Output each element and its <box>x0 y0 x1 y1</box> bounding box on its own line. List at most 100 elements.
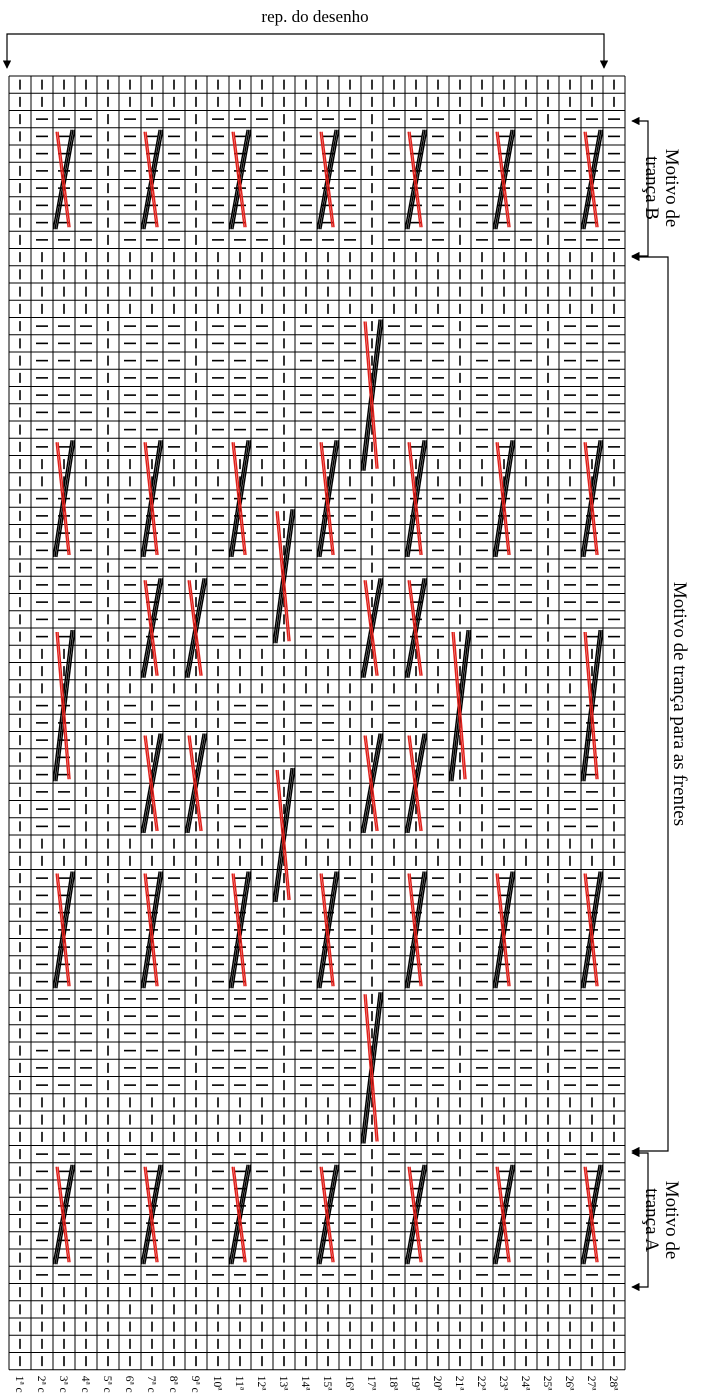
cable-cross <box>316 1164 340 1265</box>
cable-back-strand <box>143 442 157 556</box>
cable-cross <box>360 733 384 834</box>
repeat-label: rep. do desenho <box>261 7 368 26</box>
cable-back-strand <box>409 131 423 228</box>
cable-back-strand <box>145 1166 159 1263</box>
cable-back-strand <box>585 131 599 228</box>
cable-front-strand <box>188 733 208 834</box>
carriage-label: 18ª carr. <box>387 1376 399 1393</box>
carriage-labels: 1ª carr. 2ª carr. 3ª carr. 4ª carr. 5ª carr.… <box>13 1376 619 1393</box>
cable-back-strand <box>585 631 599 780</box>
cable-cross <box>184 733 208 834</box>
carriage-label: 22ª carr. <box>475 1376 487 1393</box>
cable-front-strand <box>408 440 428 558</box>
cable-back-strand <box>145 873 159 987</box>
cable-front-strand <box>320 440 340 558</box>
cable-back-strand <box>365 321 379 469</box>
cable-front-strand <box>408 733 428 834</box>
cable-back-strand <box>187 735 201 832</box>
cable-cross <box>52 129 76 230</box>
cable-front-strand <box>232 440 252 558</box>
cable-back-strand <box>55 442 69 556</box>
cable-cross <box>316 871 340 989</box>
cable-cross <box>404 871 428 989</box>
cable-back-strand <box>55 131 69 228</box>
carriage-label: 11ª carr. <box>233 1376 245 1393</box>
cable-front-strand <box>188 578 208 678</box>
cable-front-strand <box>144 440 164 558</box>
cable-front-strand <box>584 629 604 782</box>
carriage-label: 14ª carr. <box>299 1376 311 1393</box>
cable-front-strand <box>56 1164 76 1265</box>
cable-cross <box>228 1164 252 1265</box>
carriage-label: 7ª carr. <box>145 1376 157 1393</box>
cable-back-strand <box>143 873 157 987</box>
cable-back-strand <box>231 131 245 228</box>
cable-back-strand <box>407 442 421 556</box>
carriage-label: 8ª carr. <box>167 1376 179 1393</box>
cable-front-strand <box>144 129 164 230</box>
cable-back-strand <box>407 873 421 987</box>
cable-back-strand <box>495 131 509 228</box>
cable-back-strand <box>145 580 159 676</box>
cable-front-strand <box>144 733 164 834</box>
cable-cross <box>360 578 384 678</box>
cable-back-strand <box>233 131 247 228</box>
carriage-label: 9ª carr. <box>189 1376 201 1393</box>
carriage-label: 1ª carr. <box>13 1376 25 1393</box>
cable-cross <box>360 319 384 471</box>
cable-back-strand <box>585 873 599 987</box>
cable-front-strand <box>144 1164 164 1265</box>
motif-b-label: Motivo de trança B <box>641 149 682 228</box>
cable-back-strand <box>55 873 69 987</box>
cable-back-strand <box>275 769 289 901</box>
carriage-label: 2ª carr. <box>35 1376 47 1393</box>
cable-back-strand <box>363 994 377 1142</box>
cable-back-strand <box>145 131 159 228</box>
cable-cross <box>140 733 164 834</box>
cable-back-strand <box>363 321 377 469</box>
cable-front-strand <box>56 629 76 782</box>
cable-cross <box>316 440 340 558</box>
cable-back-strand <box>277 769 291 901</box>
cable-front-strand <box>276 767 296 903</box>
cable-back-strand <box>497 442 511 556</box>
cable-back-strand <box>409 442 423 556</box>
cable-back-strand <box>145 442 159 556</box>
motif-a-bracket <box>631 1148 649 1292</box>
cable-front-strand <box>364 578 384 678</box>
cable-front-strand <box>56 129 76 230</box>
cable-back-strand <box>365 580 379 676</box>
cable-back-strand <box>319 442 333 556</box>
stitch-grid <box>8 75 626 1371</box>
cable-back-strand <box>583 442 597 556</box>
cable-cross <box>448 629 472 782</box>
cable-back-strand <box>143 735 157 832</box>
cable-back-strand <box>57 442 71 556</box>
cable-back-strand <box>189 735 203 832</box>
cable-front-strand <box>276 509 296 644</box>
cable-cross <box>140 440 164 558</box>
cable-back-strand <box>143 131 157 228</box>
motif-b-bracket <box>631 116 649 261</box>
cable-front-strand <box>364 319 384 471</box>
cable-crossings <box>52 129 604 1265</box>
cable-front-strand <box>144 871 164 989</box>
cable-back-strand <box>321 442 335 556</box>
cable-cross <box>272 509 296 644</box>
cable-back-strand <box>189 580 203 676</box>
carriage-label: 27ª carr. <box>585 1376 597 1393</box>
cable-cross <box>184 578 208 678</box>
cable-back-strand <box>319 131 333 228</box>
cable-back-strand <box>407 580 421 676</box>
cable-back-strand <box>583 131 597 228</box>
cable-front-strand <box>496 440 516 558</box>
cable-back-strand <box>409 580 423 676</box>
cable-back-strand <box>365 735 379 832</box>
cable-cross <box>580 440 604 558</box>
motif-b-label-line2: trança B <box>641 156 662 220</box>
cable-back-strand <box>143 580 157 676</box>
cable-back-strand <box>55 1166 69 1263</box>
motif-a-label: Motivo de trança A <box>641 1181 682 1260</box>
cable-back-strand <box>451 631 465 780</box>
